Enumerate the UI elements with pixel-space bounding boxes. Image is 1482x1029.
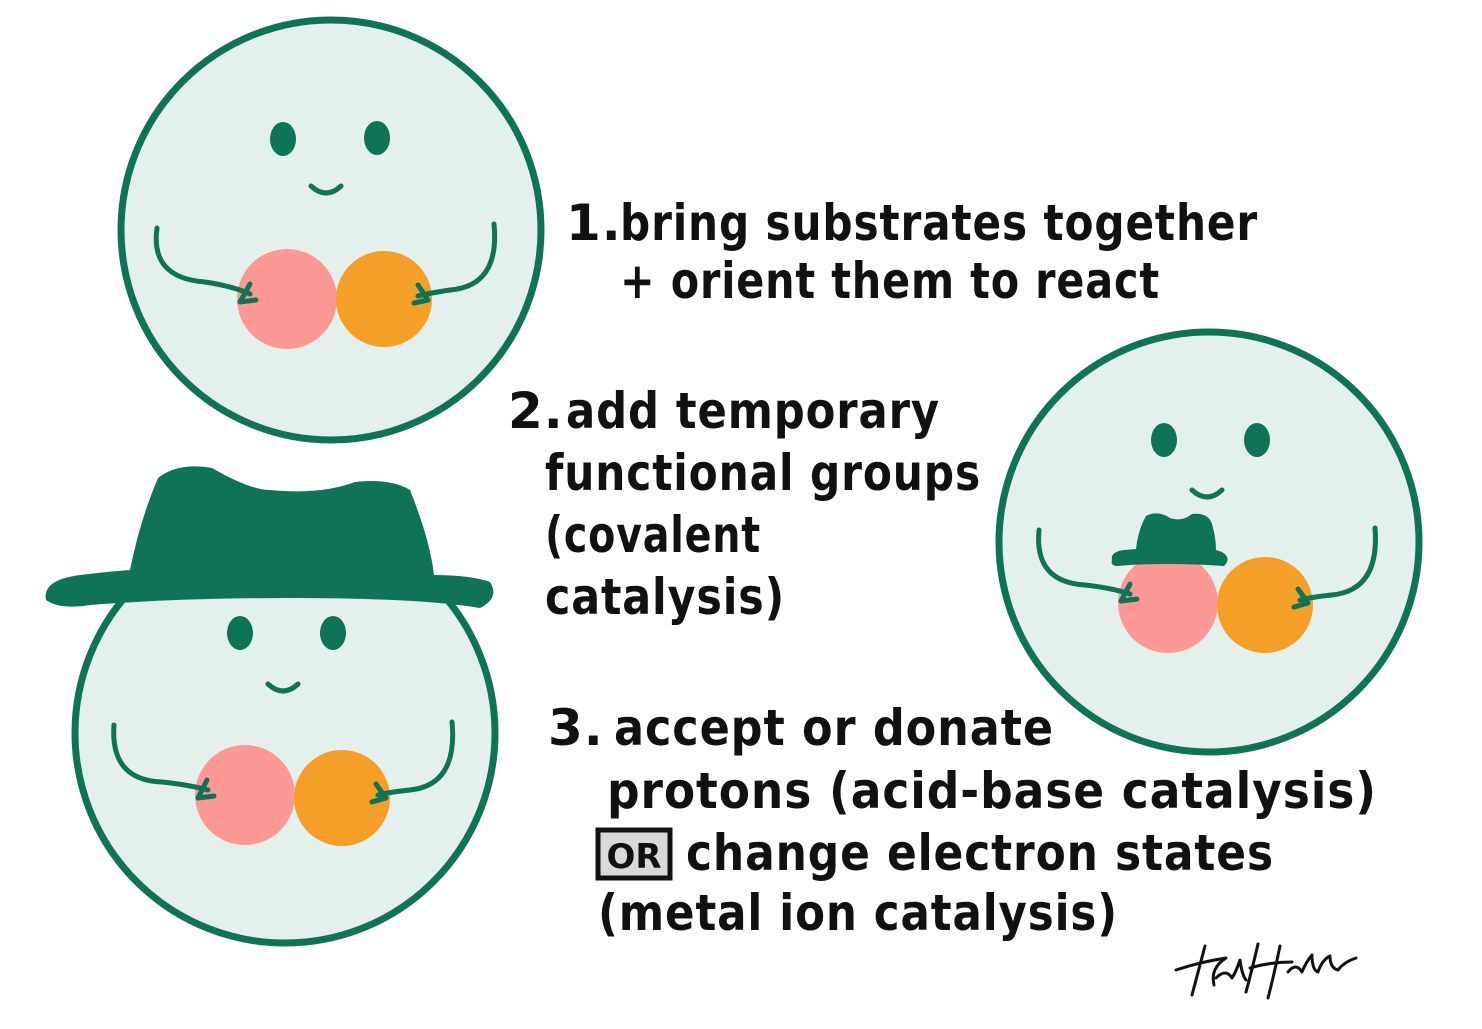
step-2-line-1: add temporary [566,382,940,440]
step-3-line-1: accept or donate [614,699,1054,757]
artist-signature [1174,942,1358,1000]
step-3-line-4: (metal ion catalysis) [598,884,1118,942]
step-3-line-3: change electron states [686,824,1274,882]
enzyme-face-1 [117,16,545,444]
step-2-line-3: (covalent [545,506,761,564]
face-3-substrate-pink [1118,553,1218,653]
face-1-body [117,16,545,444]
face-2-smile-icon [265,681,301,694]
step-3-number: 3. [548,699,604,757]
face-2-left-hand-icon [195,777,217,801]
face-3-left-hand-icon [1118,581,1140,604]
face-2-right-hand-icon [369,781,389,805]
step-2-line-4: catalysis) [545,568,785,626]
face-1-left-eye-icon [270,122,296,156]
face-2-left-arm-icon [111,722,211,793]
enzyme-face-3 [995,328,1423,756]
step-3-line-2: protons (acid-base catalysis) [607,762,1377,820]
step-1-number: 1. [566,194,622,252]
face-2-left-eye-icon [227,616,253,650]
step-2-line-2: functional groups [545,444,981,502]
or-badge-box [595,827,673,881]
face-3-left-arm-icon [1036,527,1133,597]
face-1-substrate-orange [336,251,432,347]
step-2-number: 2. [508,382,564,440]
face-1-substrate-pink [237,249,337,349]
face-2-right-eye-icon [320,616,346,650]
or-badge: OR [595,827,673,881]
step-1-line-1: bring substrates together [620,194,1258,252]
or-badge-label: OR [606,837,661,877]
face-2-substrate-orange [294,750,390,846]
face-1-right-hand-icon [411,282,431,306]
face-1-smile-icon [308,183,344,196]
face-3-left-eye-icon [1151,423,1177,457]
small-hat-icon [1111,513,1228,566]
face-3-right-arm-icon [1297,525,1378,603]
face-1-left-arm-icon [153,225,253,297]
face-2-substrate-pink [195,745,295,845]
face-3-substrate-orange [1217,557,1313,653]
face-3-right-hand-icon [1291,586,1311,610]
step-1-line-2: + orient them to react [620,252,1160,310]
step-3: 3. accept or donate protons (acid-base c… [548,699,1377,942]
face-1-right-arm-icon [415,221,498,299]
step-2: 2. add temporary functional groups (cova… [508,382,981,626]
face-1-right-eye-icon [364,121,390,155]
hat-icon [45,466,494,608]
enzyme-face-2 [45,466,499,947]
face-2-right-arm-icon [375,719,456,798]
step-1: 1. bring substrates together + orient th… [566,194,1258,310]
face-3-smile-icon [1189,487,1225,500]
face-1-left-hand-icon [237,281,259,305]
face-3-right-eye-icon [1244,423,1270,457]
